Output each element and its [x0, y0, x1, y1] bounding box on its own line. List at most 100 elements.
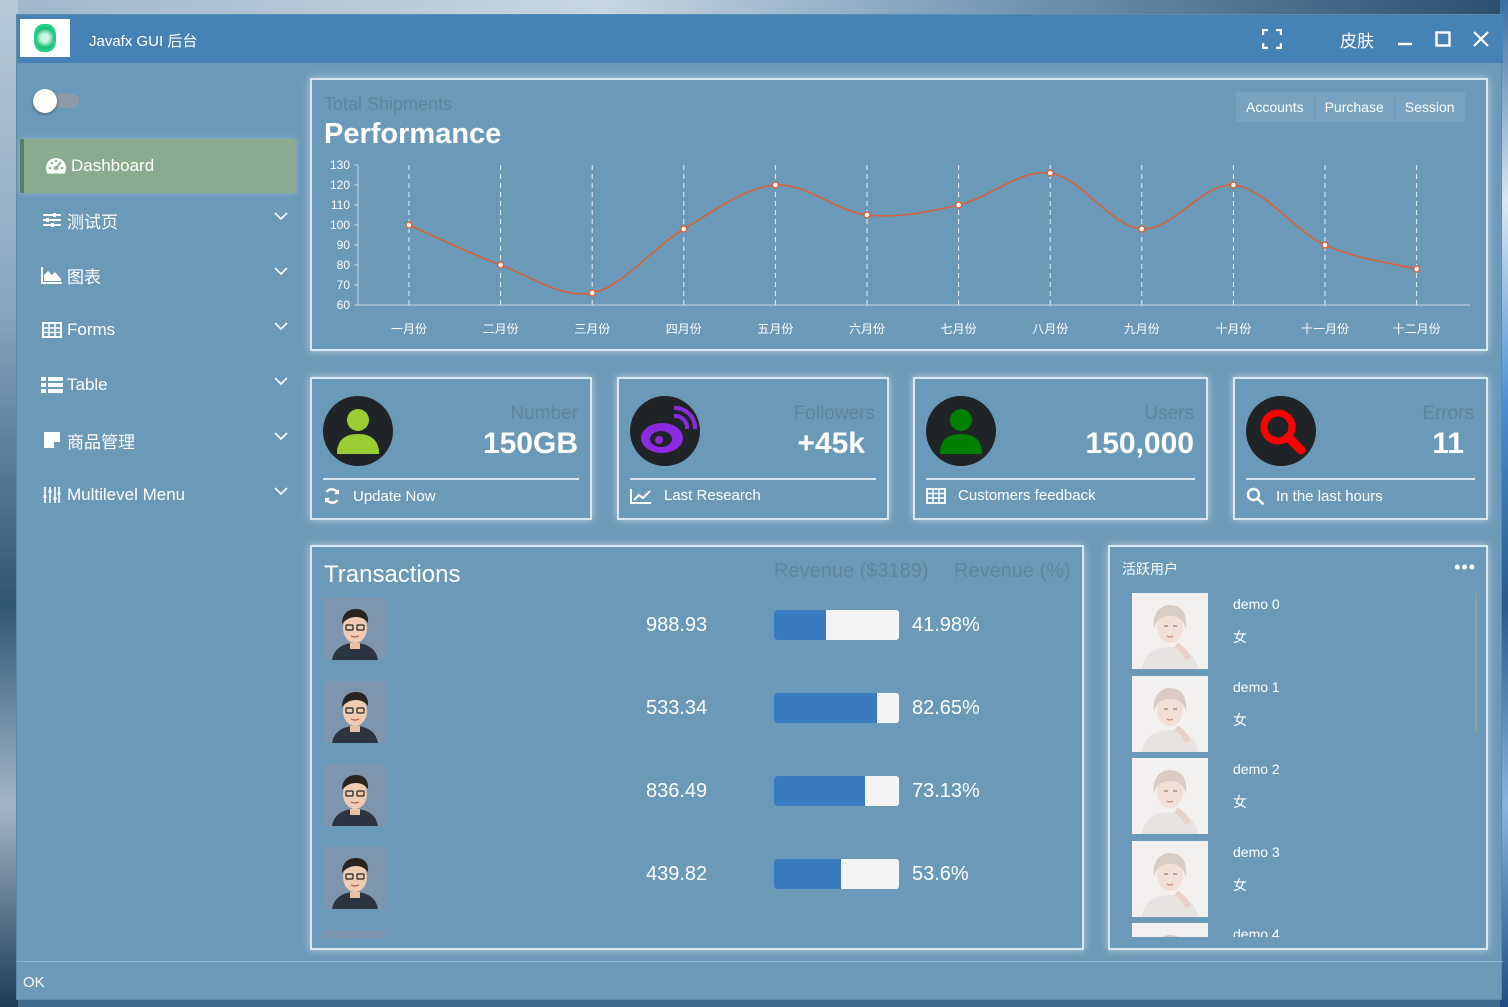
table-icon	[926, 487, 946, 504]
user-icon	[926, 396, 996, 466]
performance-card: Total Shipments Performance Accounts Pur…	[310, 78, 1488, 351]
stat-footer[interactable]: Customers feedback	[926, 487, 1096, 504]
y-tick-label: 70	[337, 278, 351, 292]
y-tick-label: 90	[337, 238, 351, 252]
revenue-progress-bar	[774, 610, 899, 640]
list-item[interactable]: demo 2 女	[1132, 758, 1452, 834]
revenue-value: 439.82	[646, 863, 708, 885]
data-point	[405, 221, 413, 229]
stat-footer-label: Customers feedback	[958, 487, 1096, 504]
theme-toggle[interactable]	[33, 89, 81, 113]
sidebar-item-label: Multilevel Menu	[67, 485, 186, 504]
transactions-list[interactable]: 988.93 41.98% 533.34 82.65% 836.49 73.13% 439.…	[312, 598, 1082, 938]
table-row[interactable]: 533.34 82.65%	[324, 681, 1064, 743]
revenue-progress-bar	[774, 776, 899, 806]
sidebar-item-label: 图表	[67, 267, 101, 287]
revenue-value: 533.34	[646, 697, 708, 719]
x-tick-label: 二月份	[483, 322, 519, 336]
stat-footer[interactable]: Last Research	[630, 487, 761, 504]
desktop-background-right	[1500, 0, 1508, 1007]
revenue-percent: 41.98%	[912, 614, 980, 636]
table-row[interactable]: 836.49 73.13%	[324, 764, 1064, 826]
sidebar-item-label: 测试页	[67, 212, 118, 232]
x-tick-label: 十月份	[1215, 322, 1251, 336]
tab-accounts[interactable]: Accounts	[1236, 92, 1315, 122]
y-tick-label: 80	[337, 258, 351, 272]
line-chart-icon	[630, 488, 651, 504]
list-item[interactable]: demo 3 女	[1132, 840, 1452, 917]
user-name: demo 0	[1233, 596, 1280, 612]
desktop-background	[0, 0, 1508, 14]
x-tick-label: 一月份	[391, 322, 427, 336]
sidebar-item-dashboard[interactable]: Dashboard	[20, 139, 296, 193]
active-users-card: 活跃用户 ••• demo 0 女 demo 1 女 demo 2 女 demo 3 女 dem…	[1108, 545, 1488, 950]
minimize-button[interactable]	[1395, 25, 1415, 53]
sidebar-item-forms[interactable]: Forms	[20, 303, 296, 357]
user-gender: 女	[1233, 711, 1247, 728]
progress-fill	[774, 776, 866, 806]
list-item[interactable]: demo 0 女	[1132, 593, 1452, 669]
sidebar-item-label: Dashboard	[71, 156, 155, 175]
sidebar: Dashboard 测试页 图表 Forms	[17, 63, 301, 963]
x-tick-label: 五月份	[757, 322, 793, 336]
stat-footer[interactable]: Update Now	[323, 487, 436, 505]
tab-purchase[interactable]: Purchase	[1315, 92, 1395, 122]
desktop-background-left	[0, 0, 18, 1007]
transactions-card: Transactions Revenue ($3189) Revenue (%)…	[310, 545, 1084, 950]
x-tick-label: 八月份	[1032, 322, 1068, 336]
sidebar-item-test-page[interactable]: 测试页	[20, 193, 296, 247]
sidebar-item-table[interactable]: Table	[20, 358, 296, 412]
sidebar-item-label: 商品管理	[67, 432, 135, 452]
list-item[interactable]: demo 4	[1132, 923, 1452, 937]
stat-label: Number	[510, 403, 578, 424]
user-name: demo 4	[1233, 926, 1280, 937]
chevron-down-icon	[274, 322, 288, 331]
stat-footer-label: In the last hours	[1276, 487, 1383, 505]
title-bar[interactable]: Javafx GUI 后台 皮肤	[17, 15, 1503, 63]
x-tick-label: 四月份	[666, 322, 702, 336]
table-row[interactable]: 988.93 41.98%	[324, 598, 1064, 660]
chevron-down-icon	[274, 432, 288, 441]
active-users-list[interactable]: demo 0 女 demo 1 女 demo 2 女 demo 3 女 demo 4	[1110, 593, 1482, 937]
stat-footer-label: Last Research	[664, 487, 761, 504]
sliders-icon	[41, 212, 63, 228]
data-point	[496, 261, 505, 269]
y-tick-label: 100	[330, 218, 350, 232]
stat-label: Errors	[1422, 403, 1474, 424]
avatar	[1132, 840, 1208, 917]
status-text: OK	[23, 974, 45, 991]
data-point	[680, 225, 688, 233]
fullscreen-button[interactable]	[1259, 25, 1285, 53]
list-item[interactable]: demo 1 女	[1132, 675, 1452, 752]
divider	[926, 478, 1195, 480]
tab-session[interactable]: Session	[1404, 99, 1455, 115]
maximize-button[interactable]	[1433, 25, 1453, 53]
chevron-down-icon	[274, 487, 288, 496]
data-point	[1412, 265, 1421, 273]
sliders-vertical-icon	[41, 486, 63, 504]
stat-value: 11	[1432, 427, 1464, 460]
stat-label: Followers	[793, 403, 875, 424]
area-chart-icon	[41, 266, 63, 284]
minimize-icon	[1398, 42, 1412, 46]
sidebar-item-charts[interactable]: 图表	[20, 248, 296, 302]
scrollbar[interactable]	[1475, 593, 1477, 731]
x-tick-label: 六月份	[849, 322, 885, 336]
skin-button[interactable]: 皮肤	[1340, 31, 1374, 51]
refresh-icon	[324, 488, 340, 504]
sticky-note-icon	[41, 431, 63, 449]
sidebar-item-product-management[interactable]: 商品管理	[20, 413, 296, 467]
sidebar-item-multilevel-menu[interactable]: Multilevel Menu	[20, 468, 296, 522]
stat-footer[interactable]: In the last hours	[1246, 487, 1383, 505]
avatar	[324, 930, 386, 938]
table-row[interactable]: 439.82 53.6%	[324, 847, 1064, 909]
stat-value: 150GB	[482, 427, 578, 460]
revenue-value: 836.49	[646, 780, 708, 802]
more-options-button[interactable]: •••	[1454, 557, 1476, 577]
app-window: Javafx GUI 后台 皮肤 Dashboard	[16, 14, 1503, 1000]
close-button[interactable]	[1471, 25, 1491, 53]
window-title: Javafx GUI 后台	[89, 33, 198, 50]
x-tick-label: 十一月份	[1301, 322, 1349, 336]
table-row[interactable]	[324, 930, 1064, 938]
search-icon	[1246, 396, 1316, 466]
